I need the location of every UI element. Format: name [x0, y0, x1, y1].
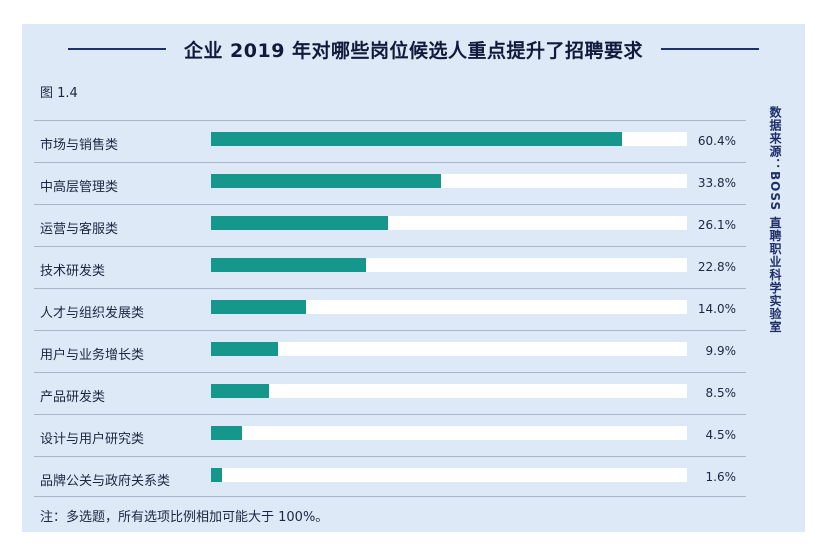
bar-row: 产品研发类 8.5%	[34, 372, 746, 415]
bar-row: 设计与用户研究类 4.5%	[34, 414, 746, 457]
bar	[211, 342, 279, 356]
value-label: 26.1%	[697, 218, 736, 232]
bar-track	[211, 342, 687, 356]
chart-panel: 企业 2019 年对哪些岗位候选人重点提升了招聘要求 图 1.4 市场与销售类 6…	[22, 24, 805, 532]
value-label: 1.6%	[705, 470, 737, 484]
bar-track	[211, 258, 687, 272]
bar	[211, 216, 389, 230]
category-label: 技术研发类	[40, 264, 106, 279]
category-label: 人才与组织发展类	[40, 306, 145, 321]
category-label: 品牌公关与政府关系类	[40, 474, 171, 489]
value-label: 22.8%	[697, 260, 736, 274]
title-rule-left	[67, 48, 166, 50]
value-label: 33.8%	[697, 176, 736, 190]
footnote: 注：多选题，所有选项比例相加可能大于 100%。	[40, 510, 329, 525]
bar	[211, 384, 269, 398]
bar	[211, 426, 242, 440]
bar-row: 技术研发类 22.8%	[34, 246, 746, 289]
source-note: 数据来源：BOSS 直聘职业科学实验室	[768, 106, 782, 334]
bar	[211, 468, 222, 482]
bar-track	[211, 216, 687, 230]
value-label: 60.4%	[697, 134, 736, 148]
bar-row: 市场与销售类 60.4%	[34, 120, 746, 163]
bar-row: 中高层管理类 33.8%	[34, 162, 746, 205]
bar-row: 用户与业务增长类 9.9%	[34, 330, 746, 373]
bar	[211, 174, 441, 188]
figure-label: 图 1.4	[40, 86, 78, 101]
value-label: 4.5%	[705, 428, 737, 442]
bar-track	[211, 468, 687, 482]
value-label: 8.5%	[705, 386, 737, 400]
category-label: 设计与用户研究类	[40, 432, 145, 447]
bar-row: 品牌公关与政府关系类 1.6%	[34, 456, 746, 499]
bar-row: 运营与客服类 26.1%	[34, 204, 746, 247]
bar	[211, 300, 307, 314]
value-label: 14.0%	[697, 302, 736, 316]
bar-row: 人才与组织发展类 14.0%	[34, 288, 746, 331]
category-label: 市场与销售类	[40, 138, 119, 153]
category-label: 中高层管理类	[40, 180, 119, 195]
value-label: 9.9%	[705, 344, 737, 358]
bar-track	[211, 384, 687, 398]
category-label: 用户与业务增长类	[40, 348, 145, 363]
bottom-rule	[34, 496, 746, 497]
title-rule-right	[661, 48, 760, 50]
bar	[211, 132, 622, 146]
bar-track	[211, 174, 687, 188]
category-label: 产品研发类	[40, 390, 106, 405]
category-label: 运营与客服类	[40, 222, 119, 237]
title-row: 企业 2019 年对哪些岗位候选人重点提升了招聘要求	[22, 34, 805, 64]
bar	[211, 258, 367, 272]
bar-track	[211, 132, 687, 146]
bar-track	[211, 300, 687, 314]
bar-track	[211, 426, 687, 440]
chart-title: 企业 2019 年对哪些岗位候选人重点提升了招聘要求	[183, 39, 644, 62]
